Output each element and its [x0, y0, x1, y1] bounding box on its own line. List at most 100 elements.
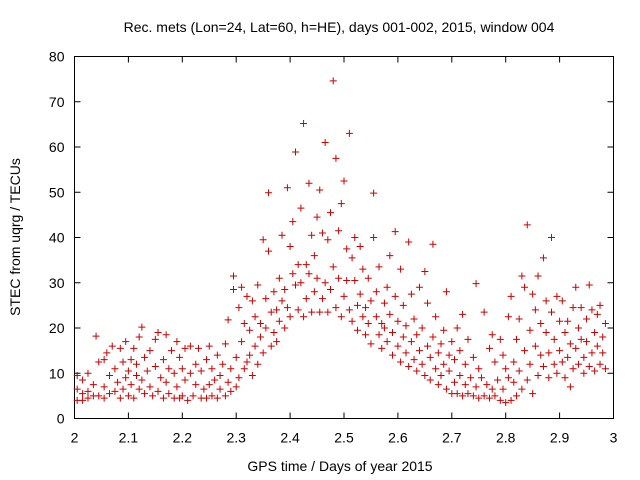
data-point: [561, 374, 569, 382]
data-point: [197, 367, 205, 375]
data-point: [168, 347, 176, 355]
data-point: [149, 392, 157, 400]
data-point: [159, 394, 167, 402]
data-point: [186, 369, 194, 377]
data-point: [238, 338, 246, 346]
data-point: [275, 317, 283, 325]
data-point: [442, 288, 450, 296]
data-point: [310, 252, 318, 260]
data-point: [580, 369, 588, 377]
y-tick-label: 70: [49, 94, 65, 110]
data-point: [531, 306, 539, 314]
data-point: [79, 390, 87, 398]
data-point: [502, 365, 510, 373]
data-point: [132, 360, 140, 368]
data-point: [146, 347, 154, 355]
data-point: [84, 369, 92, 377]
data-point: [410, 356, 418, 364]
data-point: [359, 313, 367, 321]
data-point: [596, 301, 604, 309]
data-point: [281, 286, 289, 294]
data-point: [79, 396, 87, 404]
data-point: [601, 319, 609, 327]
x-axis-ticks: 2 2.1 2.2 2.3 2.4 2.5 2.6 2.7 2.8 2.9 3: [71, 56, 618, 446]
data-point: [510, 378, 518, 386]
data-point: [599, 333, 607, 341]
data-point: [240, 365, 248, 373]
data-point: [232, 383, 240, 391]
data-point: [418, 360, 426, 368]
data-point: [491, 392, 499, 400]
data-point: [480, 392, 488, 400]
data-point: [192, 381, 200, 389]
x-tick-label: 2: [71, 430, 79, 446]
data-point: [448, 338, 456, 346]
data-point: [262, 295, 270, 303]
data-point: [572, 344, 580, 352]
data-point: [583, 315, 591, 323]
data-point: [577, 304, 585, 312]
data-point: [270, 288, 278, 296]
x-tick-label: 2.2: [173, 430, 193, 446]
data-point: [558, 297, 566, 305]
data-point: [267, 308, 275, 316]
data-point: [111, 365, 119, 373]
data-point: [259, 349, 267, 357]
data-point: [526, 360, 534, 368]
data-point: [437, 372, 445, 380]
data-point: [588, 306, 596, 314]
data-point: [294, 261, 302, 269]
data-point: [413, 367, 421, 375]
data-point: [151, 335, 159, 343]
data-point: [407, 290, 415, 298]
data-point: [402, 349, 410, 357]
data-point: [397, 265, 405, 273]
data-point: [178, 392, 186, 400]
data-point: [593, 342, 601, 350]
data-point: [297, 279, 305, 287]
data-point: [364, 319, 372, 327]
data-point: [265, 247, 273, 255]
data-point: [265, 189, 273, 197]
data-point: [100, 356, 108, 364]
data-point: [456, 347, 464, 355]
data-point: [251, 342, 259, 350]
data-point: [399, 301, 407, 309]
data-point: [348, 254, 356, 262]
data-point: [157, 374, 165, 382]
data-point: [469, 353, 477, 361]
data-point: [429, 240, 437, 248]
data-point: [332, 154, 340, 162]
data-point: [345, 306, 353, 314]
data-point: [537, 351, 545, 359]
data-point: [267, 342, 275, 350]
data-point: [294, 306, 302, 314]
data-point: [572, 283, 580, 291]
data-point: [127, 356, 135, 364]
data-point: [205, 342, 213, 350]
data-point: [205, 381, 213, 389]
data-point: [526, 326, 534, 334]
data-point: [372, 288, 380, 296]
data-point: [173, 338, 181, 346]
data-point: [499, 351, 507, 359]
data-point: [583, 338, 591, 346]
data-point: [491, 358, 499, 366]
data-point: [116, 394, 124, 402]
data-point: [459, 392, 467, 400]
data-point: [291, 148, 299, 156]
data-point: [542, 297, 550, 305]
data-point: [259, 236, 267, 244]
data-point: [553, 369, 561, 377]
data-point: [141, 353, 149, 361]
data-point: [240, 319, 248, 327]
data-point: [289, 218, 297, 226]
data-point: [475, 365, 483, 373]
data-point: [173, 383, 181, 391]
data-point: [367, 340, 375, 348]
data-point: [415, 347, 423, 355]
data-point: [429, 333, 437, 341]
data-point: [119, 385, 127, 393]
data-point: [275, 274, 283, 282]
x-tick-label: 2.6: [388, 430, 408, 446]
